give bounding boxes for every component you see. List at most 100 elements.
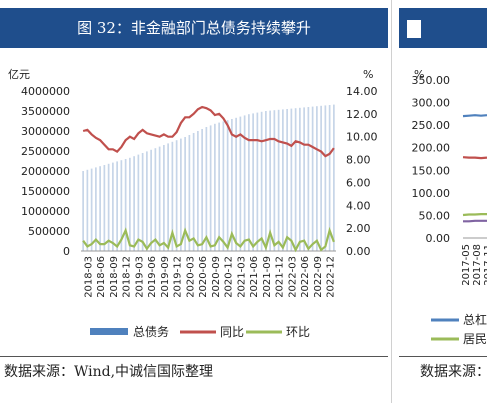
total-debt-bar	[201, 129, 203, 251]
main-chart: 亿元 % 4000000 3500000 3000000 2500000 2000000…	[8, 68, 378, 339]
x-tick-label: 2018-09	[109, 256, 120, 298]
x-tick-label: 2021-09	[262, 256, 273, 298]
x-tick-label: 2019-03	[134, 256, 145, 298]
legend-swatch-total-debt	[90, 328, 128, 335]
x-tick-label: 2022-12	[326, 256, 337, 298]
right-tick-label: 8.00	[346, 154, 371, 167]
total-debt-bar	[184, 137, 186, 251]
side-tick-label: 300.00	[412, 97, 451, 110]
x-tick-label: 2019-06	[147, 256, 158, 298]
total-debt-bar	[324, 105, 327, 252]
legend-item-yoy: 同比	[180, 325, 244, 339]
right-tick-label: 2.00	[346, 222, 371, 235]
main-chart-title: 图 32：非金融部门总债务持续攀升	[77, 19, 311, 37]
left-tick-label: 4000000	[21, 85, 70, 98]
left-axis-ticks: 4000000 3500000 3000000 2500000 2000000 15000…	[21, 85, 70, 258]
side-tick-label: 50.00	[419, 209, 451, 222]
total-debt-bar	[146, 151, 148, 251]
side-axis-unit: %	[414, 68, 424, 81]
side-legend-label-1: 居民	[463, 332, 487, 346]
x-tick-label: 2020-12	[224, 256, 235, 298]
side-tick-label: 100.00	[412, 187, 451, 200]
main-source-note: 数据来源：Wind,中诚信国际整理	[4, 364, 214, 380]
total-debt-bar	[112, 162, 114, 251]
right-tick-label: 10.00	[346, 131, 378, 144]
total-debt-bar	[243, 115, 246, 252]
right-tick-label: 14.00	[346, 85, 378, 98]
total-debt-bar	[137, 154, 140, 251]
left-tick-label: 3000000	[21, 125, 70, 138]
legend-label-yoy: 同比	[220, 325, 244, 339]
x-tick-label: 2022-06	[300, 256, 311, 298]
side-tick-label: 0.00	[426, 232, 451, 245]
total-debt-bar	[107, 163, 110, 251]
mom-growth-line	[82, 226, 335, 253]
total-debt-bar	[277, 109, 280, 251]
right-axis-unit: %	[363, 68, 373, 81]
side-series-line-3	[463, 219, 487, 223]
chart-legend: 总债务 同比 环比	[90, 324, 310, 339]
side-series-line-2	[462, 213, 487, 217]
side-source-note: 数据来源：	[420, 364, 487, 380]
total-debt-bar	[273, 110, 276, 251]
side-legend-label-0: 总杠	[463, 312, 487, 327]
side-tick-label: 150.00	[412, 164, 451, 177]
side-legend-item-0: 总杠	[431, 312, 487, 327]
total-debt-bar	[260, 111, 263, 251]
left-tick-label: 0	[63, 245, 70, 258]
total-debt-bar	[239, 116, 242, 251]
side-tick-label: 250.00	[412, 119, 451, 132]
legend-label-mom: 环比	[286, 325, 310, 339]
total-debt-bar	[124, 159, 127, 251]
main-chart-banner: 图 32：非金融部门总债务持续攀升	[0, 8, 388, 48]
side-series-line-0	[462, 114, 487, 118]
total-debt-bar	[303, 107, 305, 252]
total-debt-bar	[171, 141, 174, 251]
total-debt-bar	[282, 109, 284, 252]
x-tick-label: 2020-06	[198, 256, 209, 298]
x-tick-label: 2018-12	[122, 256, 133, 298]
total-debt-bar	[180, 138, 182, 251]
left-tick-label: 3500000	[21, 105, 70, 118]
total-debt-bar	[133, 156, 135, 251]
side-x-tick-label: 2017-11	[483, 244, 487, 286]
side-chart-title-stub	[407, 20, 421, 38]
side-x-tick-label: 2017-08	[472, 244, 483, 286]
side-x-axis-tick-labels: 2017-05 2017-08 2017-11	[461, 244, 487, 286]
total-debt-bar	[116, 161, 118, 251]
total-debt-bar	[328, 105, 331, 251]
left-tick-label: 2500000	[21, 145, 70, 158]
total-debt-bar	[252, 113, 254, 252]
right-tick-label: 4.00	[346, 199, 371, 212]
total-debt-bar	[311, 106, 314, 251]
left-axis-unit: 亿元	[8, 68, 30, 81]
total-debt-bar	[205, 127, 208, 251]
total-debt-bar	[265, 111, 267, 251]
side-chart-lines	[462, 114, 487, 223]
x-tick-label: 2019-09	[160, 256, 171, 298]
side-series-line-1	[462, 156, 487, 160]
right-tick-label: 6.00	[346, 176, 371, 189]
left-tick-label: 500000	[28, 225, 70, 238]
total-debt-bar	[235, 117, 237, 251]
x-tick-label: 2020-09	[211, 256, 222, 298]
total-debt-bar	[231, 119, 233, 251]
x-axis-tick-labels: 2018-03 2018-06 2018-09 2018-12 2019-03 2019-…	[83, 256, 336, 298]
total-debt-bar	[188, 135, 191, 251]
total-debt-bar	[248, 114, 250, 251]
side-chart: % 350.00 300.00 250.00 200.00 150.00 100.00 50…	[412, 68, 487, 346]
x-tick-label: 2018-06	[96, 256, 107, 298]
total-debt-bar	[256, 112, 259, 251]
total-debt-bar	[320, 105, 322, 251]
total-debt-bar	[90, 168, 93, 251]
legend-item-mom: 环比	[246, 325, 310, 339]
total-debt-bars	[82, 104, 335, 252]
total-debt-bar	[82, 171, 84, 251]
x-tick-label: 2021-06	[249, 256, 260, 298]
total-debt-bar	[95, 167, 97, 251]
x-tick-label: 2018-03	[83, 256, 94, 298]
yoy-growth-line	[82, 105, 335, 158]
right-tick-label: 0.00	[346, 245, 371, 258]
x-tick-label: 2019-12	[173, 256, 184, 298]
total-debt-bar	[316, 106, 318, 251]
